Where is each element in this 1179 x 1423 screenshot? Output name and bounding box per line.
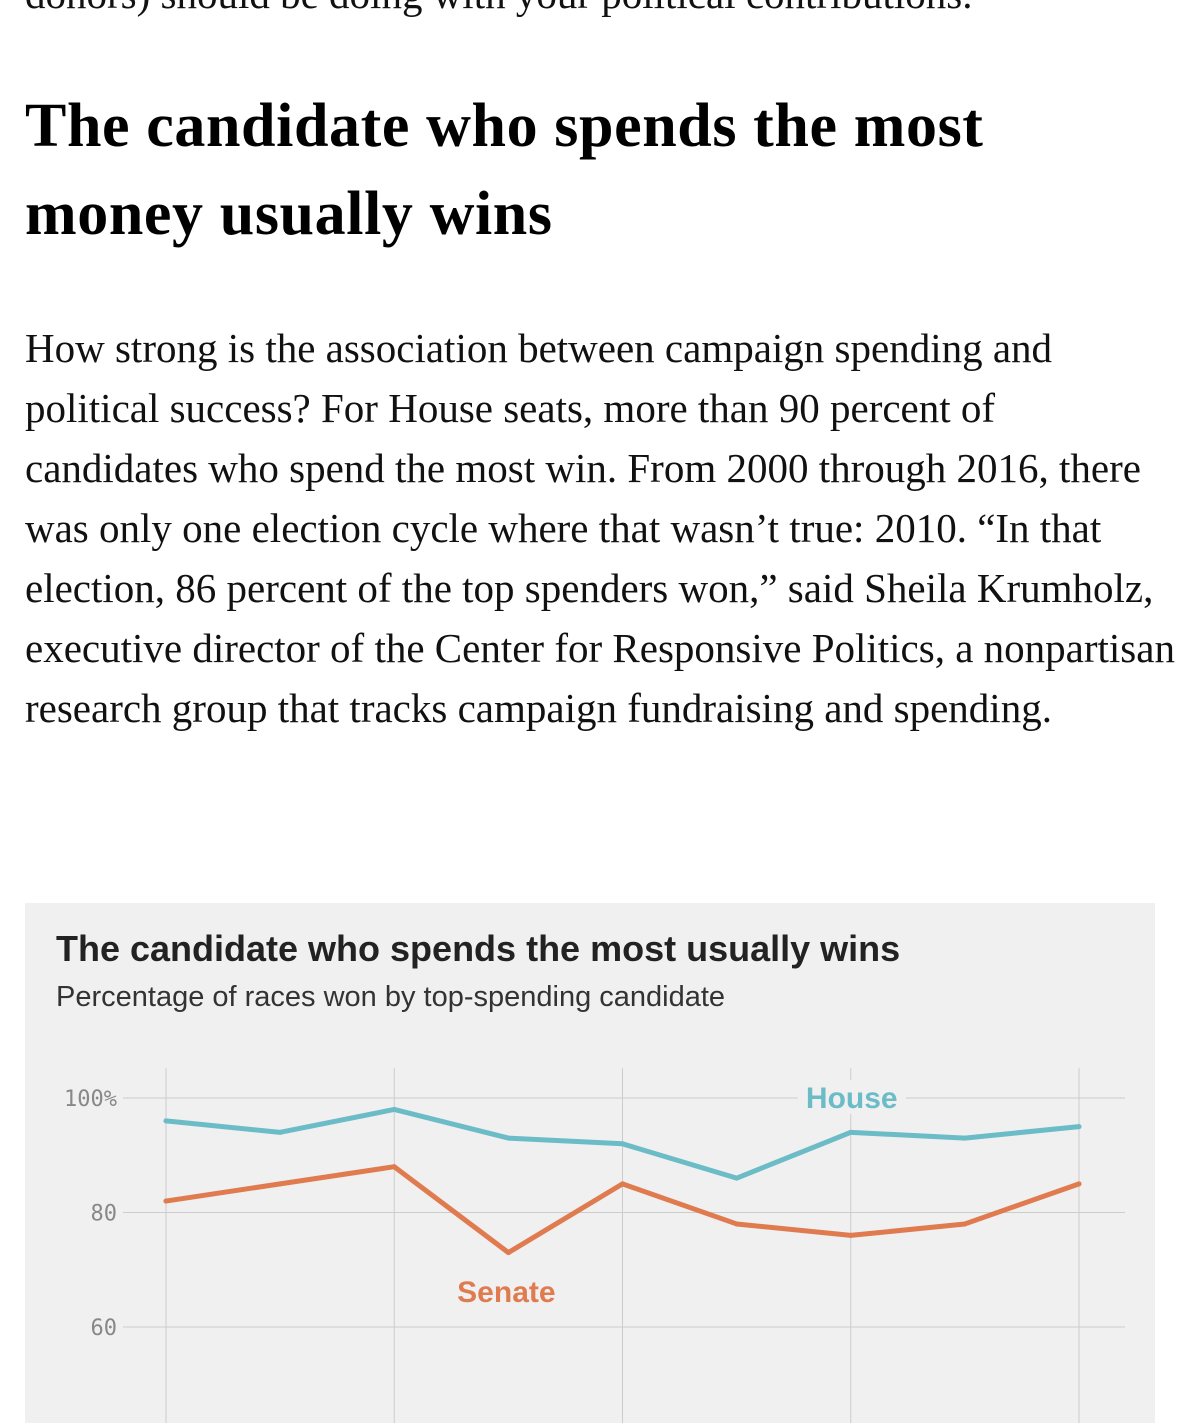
senate-data-point (277, 1181, 283, 1187)
senate-data-point (620, 1181, 625, 1187)
senate-series-label: Senate (457, 1276, 555, 1309)
y-tick-label: 80 (91, 1202, 118, 1227)
house-data-point (620, 1141, 625, 1147)
house-label-background (797, 1080, 906, 1114)
house-data-point (277, 1129, 283, 1135)
chart-card: The candidate who spends the most usuall… (25, 903, 1155, 1423)
house-data-point (848, 1129, 854, 1135)
house-data-point (163, 1118, 169, 1124)
line-chart: 100% 80 60 House Senate (64, 1068, 1125, 1423)
senate-data-point (391, 1164, 397, 1170)
house-data-point (734, 1175, 740, 1181)
house-data-point (391, 1106, 397, 1112)
article-paragraph: How strong is the association between ca… (25, 325, 1175, 731)
senate-data-point (163, 1198, 169, 1204)
senate-data-point (505, 1250, 511, 1256)
previous-paragraph-fragment: donors) should be doing with your politi… (25, 0, 1179, 15)
senate-data-point (848, 1232, 854, 1238)
house-data-point (1076, 1124, 1082, 1130)
y-tick-label: 100% (64, 1087, 117, 1112)
senate-data-point (734, 1221, 740, 1227)
house-data-point (505, 1135, 511, 1141)
chart-title: The candidate who spends the most usuall… (56, 928, 901, 969)
house-data-point (962, 1135, 968, 1141)
article-section-heading: The candidate who spends the most money … (25, 92, 984, 248)
y-tick-label: 60 (91, 1316, 118, 1341)
senate-data-point (962, 1221, 968, 1227)
house-series-label: House (806, 1082, 898, 1115)
chart-subtitle: Percentage of races won by top-spending … (56, 981, 726, 1013)
senate-data-point (1076, 1181, 1082, 1187)
